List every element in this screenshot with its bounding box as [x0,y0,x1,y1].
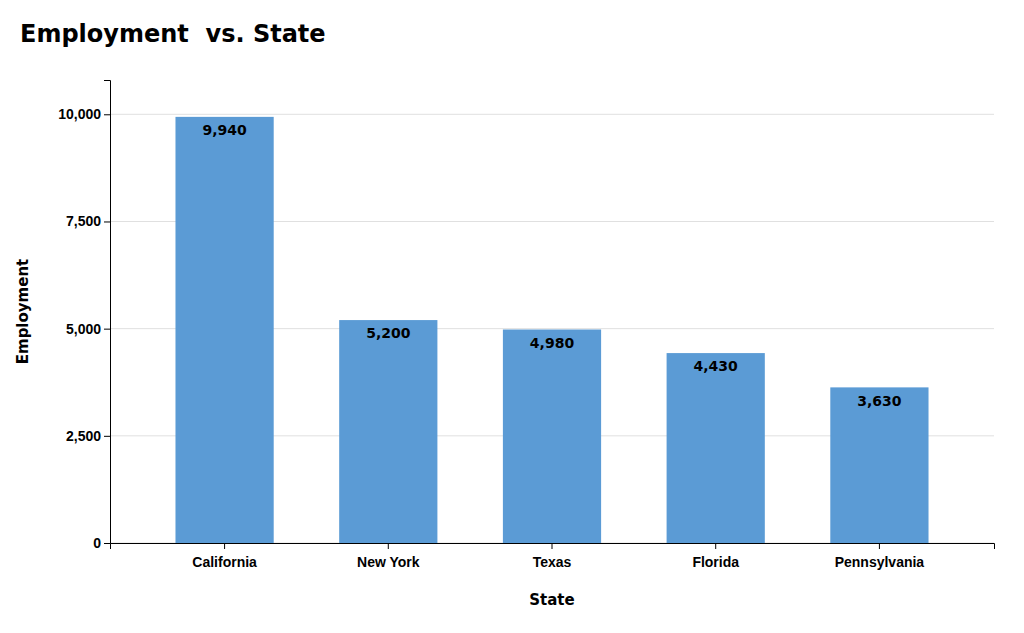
y-tick: 10,000 [58,106,110,122]
y-tick-mark [104,329,110,330]
y-tick-mark [104,114,110,115]
bar [503,330,601,543]
x-tick-label: Florida [692,554,739,570]
x-axis-title: State [529,591,574,609]
title: Employment vs. State [20,20,326,48]
x-tick: Florida [692,543,739,570]
x-axis: California New York Texas Florida Pennsylvan… [111,543,995,570]
x-tick: New York [357,543,420,570]
y-axis: 0 2,500 5,000 7,500 10,000 [58,81,110,551]
y-tick: 5,000 [66,321,110,337]
data-labels: 9,940 5,200 4,980 4,430 3,630 [202,122,901,409]
plot: California New York Texas Florida Pennsylvan… [58,81,994,571]
x-tick-label: Texas [533,554,572,570]
y-tick-label: 7,500 [66,213,101,229]
data-label: 5,200 [366,325,411,341]
bars [175,117,928,543]
bar [175,117,273,543]
bar [667,353,765,543]
grid-line [110,114,994,115]
x-tick: Pennsylvania [835,543,925,570]
y-tick-label: 10,000 [58,106,101,122]
y-tick-mark [104,436,110,437]
data-label: 3,630 [857,393,902,409]
bar [830,387,928,543]
x-tick-mark [715,543,716,549]
y-tick-label: 2,500 [66,428,101,444]
x-tick-label: Pennsylvania [835,554,925,570]
x-tick: Texas [533,543,572,570]
data-label: 4,980 [530,335,575,351]
y-axis-title: Employment [14,259,32,365]
x-axis-line [111,544,995,550]
x-tick-label: California [192,554,257,570]
chart-svg: California New York Texas Florida Pennsylvan… [0,0,1024,633]
x-tick-mark [388,543,389,549]
y-tick: 7,500 [66,213,110,229]
grid [110,114,994,543]
x-tick: California [192,543,257,570]
y-axis-line [104,81,111,544]
x-tick-mark [879,543,880,549]
x-tick-mark [224,543,225,549]
y-tick: 2,500 [66,428,110,444]
y-tick-label: 5,000 [66,321,101,337]
data-label: 4,430 [694,358,739,374]
y-tick-label: 0 [93,535,101,551]
y-tick: 0 [93,535,110,551]
y-tick-mark [104,221,110,222]
data-label: 9,940 [202,122,247,138]
x-tick-mark [552,543,553,549]
x-tick-label: New York [357,554,420,570]
y-tick-mark [104,543,110,544]
bar [339,320,437,543]
